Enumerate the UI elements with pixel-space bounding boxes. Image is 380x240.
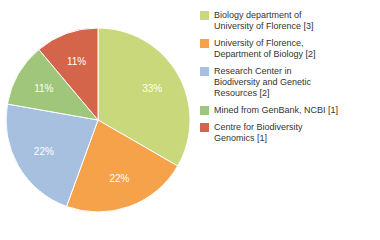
data-label: 33% bbox=[142, 83, 162, 94]
legend-label: Biology department ofUniversity of Flore… bbox=[214, 10, 314, 31]
data-label: 22% bbox=[34, 146, 54, 157]
legend-item: University of Florence,Department of Bio… bbox=[200, 38, 316, 59]
legend-label-line: Genomics [1] bbox=[214, 133, 267, 143]
data-label: 11% bbox=[34, 83, 53, 94]
legend-swatch bbox=[200, 11, 209, 20]
legend-label: Centre for BiodiversityGenomics [1] bbox=[214, 122, 303, 143]
pie bbox=[6, 28, 190, 212]
legend: Biology department ofUniversity of Flore… bbox=[200, 10, 338, 143]
legend-label-line: Resources [2] bbox=[214, 88, 270, 98]
legend-label-line: Centre for Biodiversity bbox=[214, 122, 303, 132]
chart: 33%22%22%11%11%Biology department ofUniv… bbox=[0, 0, 380, 240]
legend-label-line: Mined from GenBank, NCBI [1] bbox=[214, 105, 338, 115]
legend-item: Mined from GenBank, NCBI [1] bbox=[200, 105, 338, 115]
data-label: 22% bbox=[109, 173, 129, 184]
legend-label: Mined from GenBank, NCBI [1] bbox=[214, 105, 338, 115]
legend-label-line: Biodiversity and Genetic bbox=[214, 77, 312, 87]
data-labels: 33% 22% 22% 11% 11% bbox=[34, 56, 162, 185]
legend-label-line: University of Florence, bbox=[214, 38, 304, 48]
legend-label: Research Center inBiodiversity and Genet… bbox=[214, 66, 312, 98]
data-label: 11% bbox=[67, 56, 86, 67]
legend-label-line: University of Florence [3] bbox=[214, 21, 314, 31]
legend-label: University of Florence,Department of Bio… bbox=[214, 38, 316, 59]
legend-swatch bbox=[200, 106, 209, 115]
legend-label-line: Research Center in bbox=[214, 66, 292, 76]
legend-item: Research Center inBiodiversity and Genet… bbox=[200, 66, 312, 98]
legend-swatch bbox=[200, 39, 209, 48]
pie-slice bbox=[39, 28, 98, 120]
legend-swatch bbox=[200, 67, 209, 76]
pie-slice bbox=[6, 104, 98, 206]
legend-item: Biology department ofUniversity of Flore… bbox=[200, 10, 314, 31]
legend-label-line: Biology department of bbox=[214, 10, 302, 20]
legend-item: Centre for BiodiversityGenomics [1] bbox=[200, 122, 303, 143]
legend-label-line: Department of Biology [2] bbox=[214, 49, 316, 59]
legend-swatch bbox=[200, 123, 209, 132]
